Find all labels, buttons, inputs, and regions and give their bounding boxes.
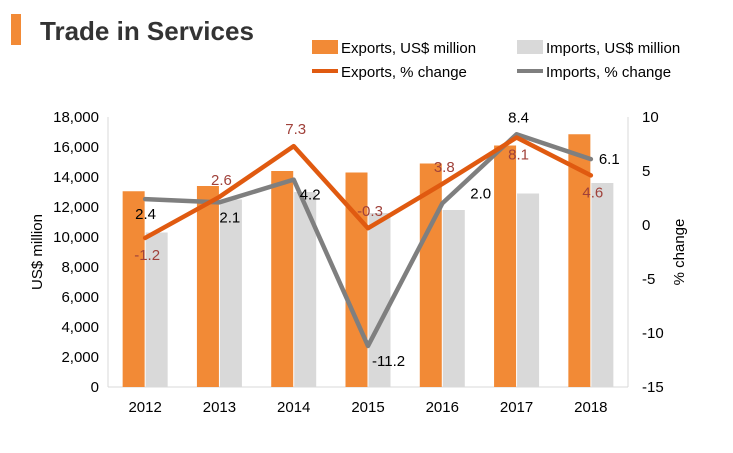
data-label-exports-pct: 4.6 xyxy=(582,184,603,201)
data-label-imports-pct: -11.2 xyxy=(372,353,405,370)
bar-exports-usd xyxy=(568,134,591,387)
y-left-tick-label: 10,000 xyxy=(53,229,99,246)
data-label-imports-pct: 2.4 xyxy=(135,206,156,223)
y-right-tick-label: -5 xyxy=(642,271,655,288)
legend-label-imports-usd: Imports, US$ million xyxy=(546,40,680,57)
x-tick-label: 2015 xyxy=(351,399,384,416)
y-left-tick-label: 8,000 xyxy=(61,259,99,276)
y-left-tick-label: 0 xyxy=(91,379,99,396)
y-right-tick-label: 0 xyxy=(642,217,650,234)
bar-exports-usd xyxy=(271,171,294,387)
data-label-imports-pct: 4.2 xyxy=(300,187,321,204)
x-tick-label: 2013 xyxy=(203,399,236,416)
y-left-axis-title: US$ million xyxy=(29,214,46,290)
bar-exports-usd xyxy=(494,145,517,387)
y-left-tick-label: 12,000 xyxy=(53,199,99,216)
bar-exports-usd xyxy=(122,191,145,387)
bar-imports-usd xyxy=(145,232,168,387)
y-right-tick-label: -15 xyxy=(642,379,664,396)
data-label-exports-pct: 3.8 xyxy=(434,159,455,176)
y-right-tick-label: -10 xyxy=(642,325,664,342)
y-right-tick-label: 5 xyxy=(642,163,650,180)
bar-imports-usd xyxy=(219,199,242,387)
data-label-exports-pct: -0.3 xyxy=(357,203,383,220)
x-tick-label: 2014 xyxy=(277,399,310,416)
y-left-tick-label: 16,000 xyxy=(53,139,99,156)
legend-swatch-imports-usd xyxy=(517,40,543,54)
data-label-imports-pct: 2.1 xyxy=(219,209,240,226)
y-left-tick-label: 4,000 xyxy=(61,319,99,336)
legend-label-exports-pct: Exports, % change xyxy=(341,64,467,81)
x-tick-label: 2017 xyxy=(500,399,533,416)
data-label-imports-pct: 2.0 xyxy=(470,185,491,202)
legend-label-imports-pct: Imports, % change xyxy=(546,64,671,81)
data-label-exports-pct: 8.1 xyxy=(508,147,529,164)
line-imports-pct xyxy=(142,132,594,349)
line-exports-pct xyxy=(142,135,594,241)
data-label-imports-pct: 6.1 xyxy=(599,151,620,168)
data-label-exports-pct: 7.3 xyxy=(285,121,306,138)
y-left-tick-label: 6,000 xyxy=(61,289,99,306)
bars xyxy=(122,134,614,387)
bar-imports-usd xyxy=(442,210,465,387)
data-label-imports-pct: 8.4 xyxy=(508,109,529,126)
title-accent-bar xyxy=(11,14,21,45)
bar-imports-usd xyxy=(294,192,317,387)
lines xyxy=(142,132,594,349)
bar-imports-usd xyxy=(591,183,614,387)
data-label-exports-pct: -1.2 xyxy=(134,247,160,264)
chart-title: Trade in Services xyxy=(40,16,254,46)
legend: Exports, US$ million Imports, US$ millio… xyxy=(312,40,680,81)
x-tick-label: 2012 xyxy=(128,399,161,416)
bar-exports-usd xyxy=(196,186,219,387)
x-tick-label: 2018 xyxy=(574,399,607,416)
legend-label-exports-usd: Exports, US$ million xyxy=(341,40,476,57)
y-right-tick-label: 10 xyxy=(642,109,659,126)
y-right-axis-title: % change xyxy=(671,219,688,286)
axes: 0 2,000 4,000 6,000 8,000 10,000 12,000 14,000 1… xyxy=(29,109,688,416)
y-left-tick-label: 18,000 xyxy=(53,109,99,126)
y-left-tick-label: 14,000 xyxy=(53,169,99,186)
x-tick-label: 2016 xyxy=(426,399,459,416)
bar-imports-usd xyxy=(517,193,540,387)
data-label-exports-pct: 2.6 xyxy=(211,172,232,189)
legend-swatch-exports-usd xyxy=(312,40,338,54)
data-labels: -1.2 2.6 7.3 -0.3 3.8 8.1 4.6 2.4 2.1 4.2 -11.2 2.0… xyxy=(134,109,620,370)
y-left-tick-label: 2,000 xyxy=(61,349,99,366)
bar-imports-usd xyxy=(368,213,391,387)
